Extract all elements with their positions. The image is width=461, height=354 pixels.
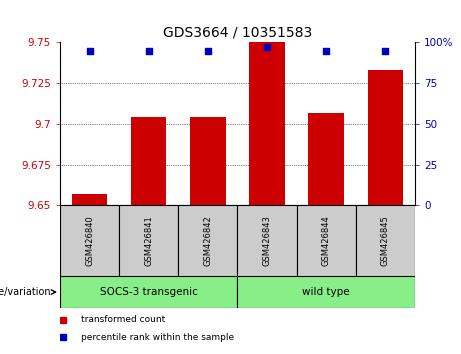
Point	[322, 48, 330, 53]
Bar	[249, 42, 285, 205]
Point	[382, 48, 389, 53]
Bar	[367, 70, 403, 205]
Bar	[178, 205, 237, 276]
Text: GSM426845: GSM426845	[381, 215, 390, 266]
Bar	[60, 205, 119, 276]
Bar	[190, 118, 225, 205]
Text: GSM426841: GSM426841	[144, 215, 153, 266]
Point	[86, 48, 93, 53]
Bar	[308, 113, 344, 205]
Bar	[356, 205, 415, 276]
Point	[145, 48, 152, 53]
Bar	[60, 276, 237, 308]
Bar	[72, 194, 107, 205]
Text: GSM426840: GSM426840	[85, 215, 94, 266]
Text: wild type: wild type	[302, 287, 350, 297]
Bar	[131, 118, 166, 205]
Text: SOCS-3 transgenic: SOCS-3 transgenic	[100, 287, 198, 297]
Text: GSM426844: GSM426844	[322, 215, 331, 266]
Point	[263, 45, 271, 50]
Title: GDS3664 / 10351583: GDS3664 / 10351583	[163, 26, 312, 40]
Bar	[237, 276, 415, 308]
Bar	[237, 205, 296, 276]
Text: GSM426843: GSM426843	[262, 215, 272, 266]
Bar	[119, 205, 178, 276]
Text: percentile rank within the sample: percentile rank within the sample	[81, 333, 234, 342]
Point	[204, 48, 212, 53]
Text: GSM426842: GSM426842	[203, 215, 213, 266]
Bar	[296, 205, 356, 276]
Text: transformed count: transformed count	[81, 315, 165, 324]
Text: genotype/variation: genotype/variation	[0, 287, 51, 297]
